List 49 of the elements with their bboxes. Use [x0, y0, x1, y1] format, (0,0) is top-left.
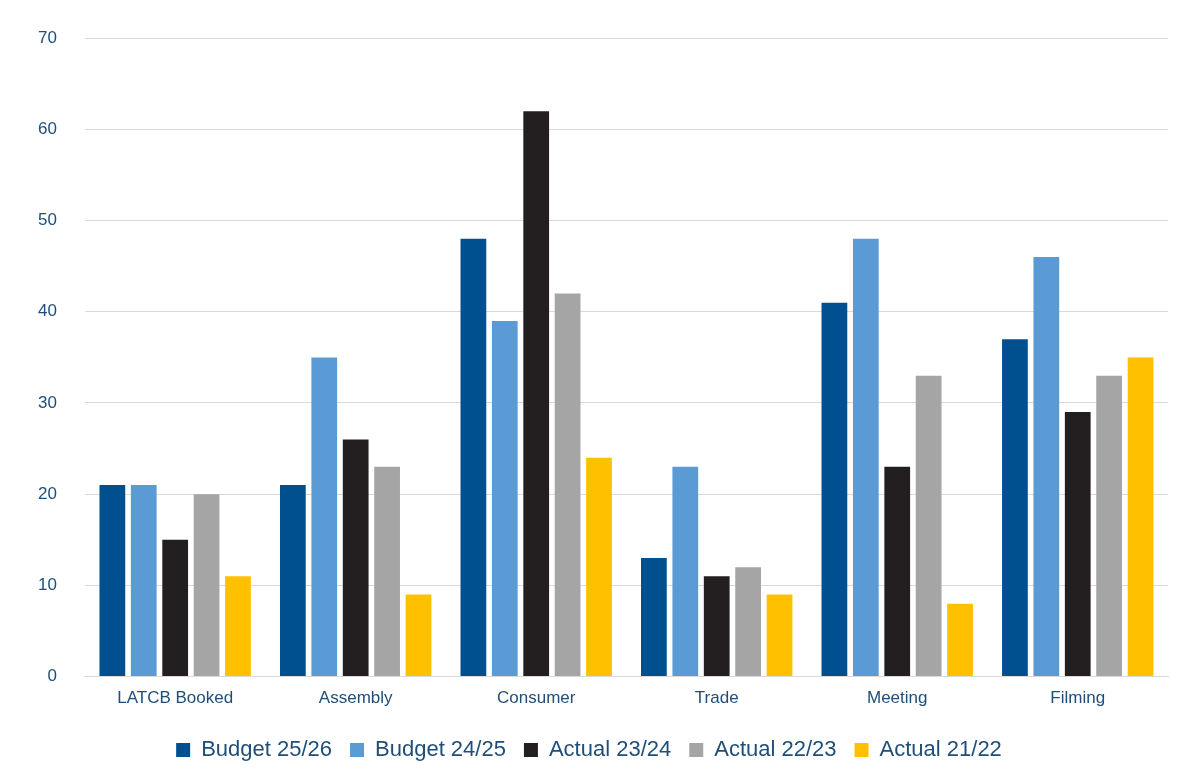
bar	[735, 567, 761, 677]
bar	[1127, 357, 1154, 677]
y-tick-label: 70	[37, 27, 57, 47]
x-tick-label: Filming	[1050, 688, 1106, 708]
bar	[1002, 339, 1028, 677]
bar	[279, 485, 306, 677]
bar	[460, 238, 487, 677]
x-tick-label: Consumer	[496, 688, 576, 708]
bar	[374, 466, 400, 677]
bar	[342, 439, 369, 677]
bar	[162, 539, 189, 677]
legend-label: Budget 25/26	[201, 736, 333, 762]
bar	[884, 466, 911, 677]
y-tick-label: 10	[37, 575, 57, 595]
x-tick-label: Trade	[694, 688, 739, 708]
legend-label: Budget 24/25	[375, 736, 506, 762]
bar	[99, 485, 126, 677]
bar	[1096, 375, 1123, 677]
bar	[641, 558, 667, 677]
bar	[821, 302, 848, 677]
y-tick-label: 0	[47, 666, 57, 686]
y-tick-label: 20	[37, 483, 57, 503]
bar	[1064, 412, 1091, 677]
bar	[703, 576, 730, 677]
bar	[130, 485, 157, 677]
y-tick-label: 40	[37, 301, 57, 321]
bar	[523, 111, 550, 677]
legend-label: Actual 21/22	[879, 736, 1002, 762]
bar	[1033, 257, 1060, 677]
x-tick-label: Meeting	[866, 688, 928, 708]
bar	[672, 466, 699, 677]
bar	[405, 594, 432, 677]
bar	[225, 576, 251, 677]
bar	[947, 603, 973, 677]
bar	[915, 375, 942, 677]
bar	[852, 238, 879, 677]
bar	[491, 320, 518, 677]
bar	[311, 357, 338, 677]
bar	[554, 293, 581, 677]
legend-label: Actual 23/24	[548, 736, 672, 762]
y-tick-label: 50	[37, 210, 57, 230]
y-tick-label: 60	[37, 119, 57, 139]
x-tick-label: Assembly	[318, 688, 394, 708]
legend-label: Actual 22/23	[714, 736, 837, 762]
y-tick-label: 30	[37, 392, 57, 412]
bar	[766, 594, 793, 677]
bar	[586, 457, 612, 677]
x-tick-label: LATCB Booked	[117, 688, 234, 708]
bar	[193, 494, 220, 677]
